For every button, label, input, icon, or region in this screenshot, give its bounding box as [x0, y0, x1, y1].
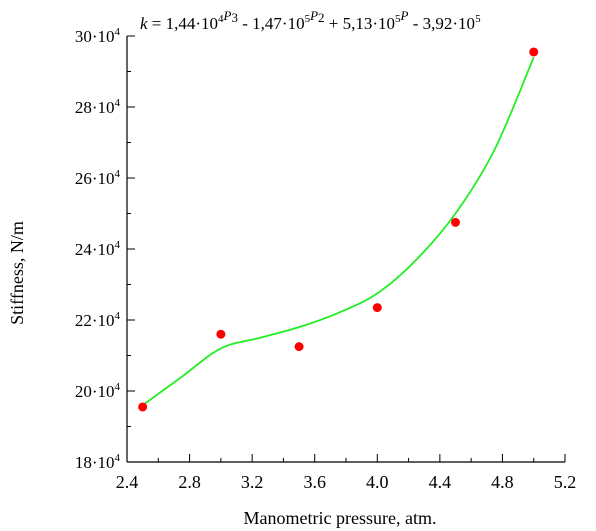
x-tick-label: 2.8 — [178, 472, 201, 492]
y-tick-label: 20·104 — [75, 381, 121, 401]
data-point — [294, 342, 304, 352]
x-tick-label: 4.0 — [366, 472, 389, 492]
fit-curve — [142, 56, 535, 406]
chart-equation: k = 1,44·104P3 - 1,47·105P2 + 5,13·105P … — [140, 8, 481, 33]
plot-area: 2.4 2.8 3.2 3.6 4.0 4.4 4.8 5.2 18·104 20·104 22·1… — [75, 26, 576, 492]
x-tick-label: 4.4 — [429, 472, 452, 492]
data-point — [451, 217, 460, 227]
y-tick-label: 18·104 — [75, 452, 121, 472]
y-tick-label: 24·104 — [75, 239, 121, 259]
data-point — [138, 402, 148, 412]
y-tick-label: 28·104 — [75, 97, 121, 117]
x-axis-label: Manometric pressure, atm. — [244, 508, 437, 528]
x-tick-label: 5.2 — [554, 472, 577, 492]
data-point — [372, 303, 382, 313]
y-axis-label: Stiffness, N/m — [7, 221, 27, 325]
x-tick-label: 2.4 — [116, 472, 139, 492]
x-tick-label: 3.2 — [241, 472, 264, 492]
y-tick-label: 30·104 — [75, 26, 121, 46]
y-tick-label: 26·104 — [75, 168, 121, 188]
x-tick-label: 3.6 — [303, 472, 326, 492]
y-tick-label: 22·104 — [75, 310, 121, 330]
data-point — [529, 47, 539, 57]
data-point — [216, 329, 226, 339]
x-tick-label: 4.8 — [491, 472, 514, 492]
